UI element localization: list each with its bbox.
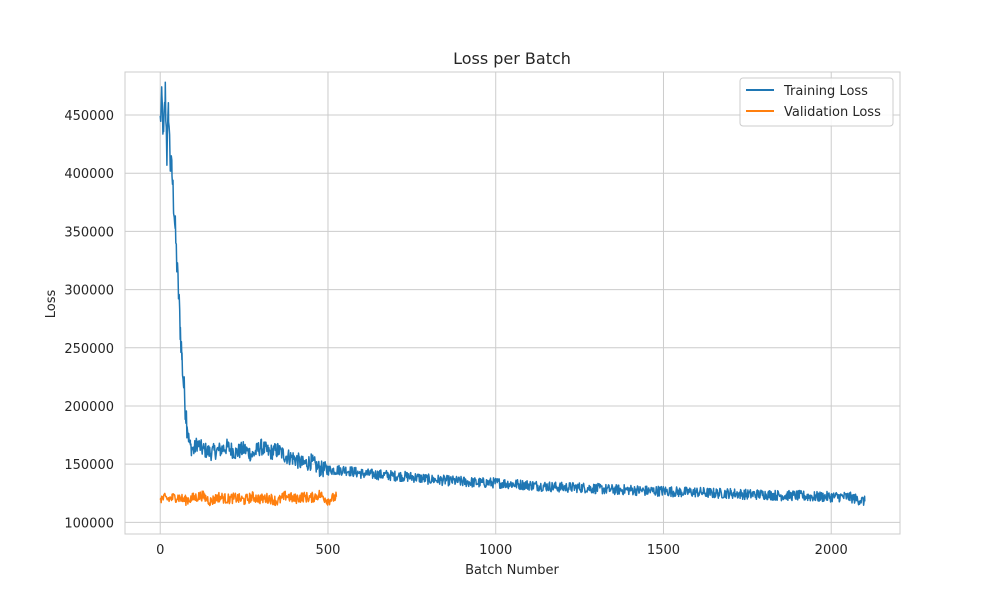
x-tick-labels: 0 500 1000 1500 2000	[156, 543, 848, 558]
y-tick-label: 350000	[64, 225, 114, 240]
x-tick-label: 500	[316, 543, 341, 558]
x-tick-label: 0	[156, 543, 164, 558]
y-tick-label: 250000	[64, 342, 114, 357]
y-axis-label: Loss	[44, 290, 59, 319]
legend-label-validation-loss: Validation Loss	[784, 105, 881, 120]
plot-frame	[124, 71, 901, 535]
x-tick-label: 1500	[647, 543, 680, 558]
legend-box	[739, 77, 894, 127]
y-tick-label: 300000	[64, 284, 114, 299]
series-line-training-loss	[159, 81, 866, 506]
series-lines	[159, 81, 866, 507]
y-tick-label: 400000	[64, 167, 114, 182]
legend-label-training-loss: Training Loss	[783, 84, 868, 99]
legend: Training Loss Validation Loss	[739, 77, 894, 127]
y-tick-labels: 100000 150000 200000 250000 300000 350000 4000…	[64, 109, 114, 531]
x-tick-label: 1000	[479, 543, 512, 558]
chart-title: Loss per Batch	[453, 49, 571, 68]
y-tick-label: 200000	[64, 400, 114, 415]
y-tick-label: 150000	[64, 458, 114, 473]
x-axis-label: Batch Number	[465, 563, 559, 578]
y-tick-label: 100000	[64, 516, 114, 531]
series-line-validation-loss	[159, 489, 338, 507]
x-tick-label: 2000	[815, 543, 848, 558]
y-tick-label: 450000	[64, 109, 114, 124]
plot-background	[125, 72, 900, 534]
